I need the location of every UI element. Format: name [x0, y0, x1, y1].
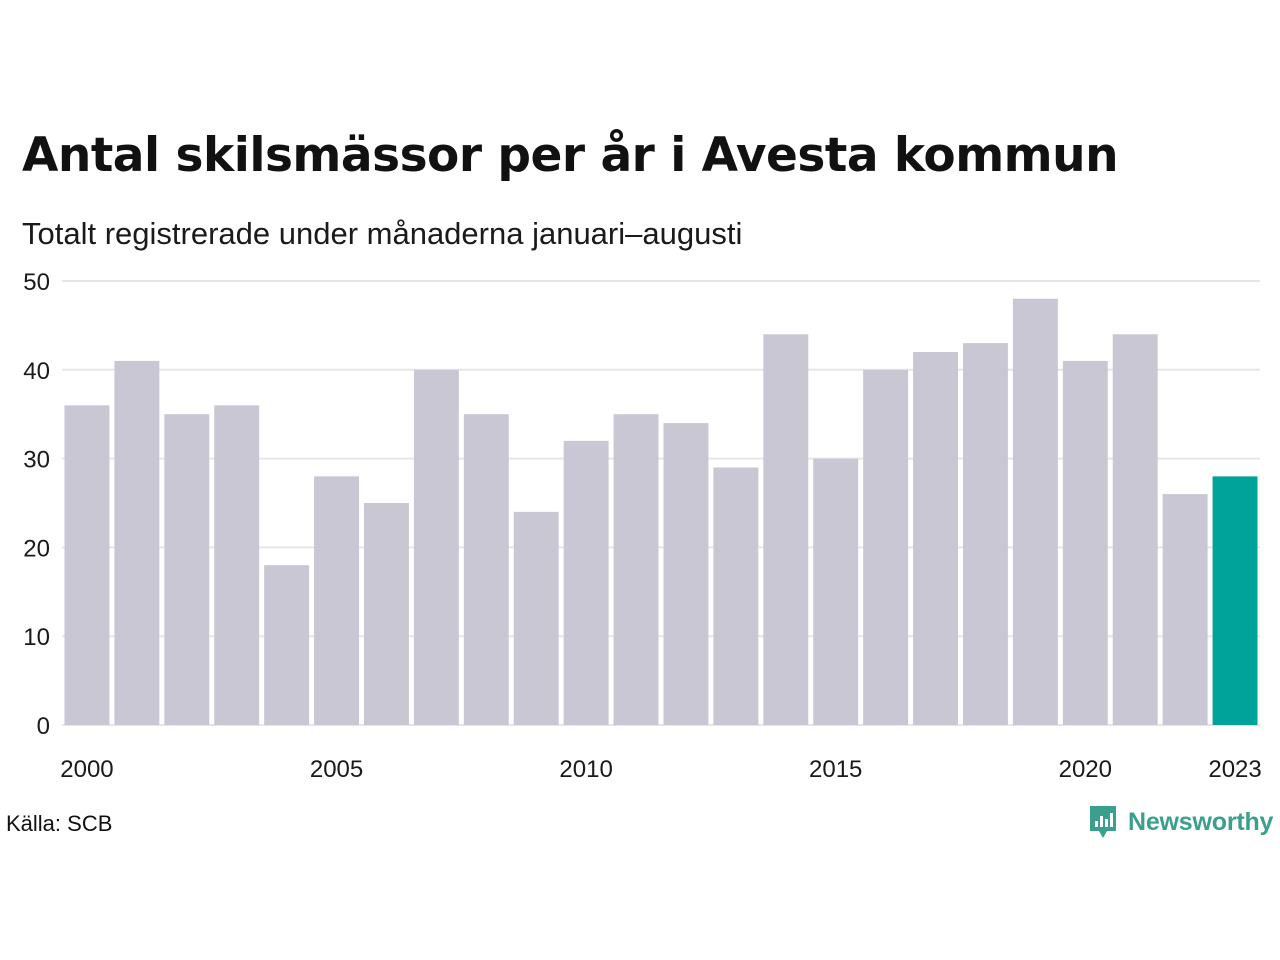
x-tick-label: 2020 [1059, 756, 1112, 783]
x-tick-label: 2023 [1208, 756, 1261, 783]
chart-subtitle: Totalt registrerade under månaderna janu… [22, 216, 743, 251]
bar-2021 [1112, 334, 1158, 725]
bar-2018 [963, 343, 1008, 725]
source-note: Källa: SCB [6, 811, 113, 836]
bar-2013 [713, 467, 759, 725]
bar-2017 [913, 352, 958, 725]
y-tick-label: 50 [23, 269, 50, 296]
x-tick-label: 2000 [60, 756, 113, 783]
brand-name: Newsworthy [1128, 807, 1274, 836]
y-tick-label: 10 [23, 624, 50, 651]
newsworthy-logo-icon [1090, 806, 1116, 838]
bar-2011 [613, 414, 659, 725]
bar-2000 [64, 405, 110, 725]
bar-2004 [264, 565, 310, 725]
y-tick-label: 0 [37, 713, 50, 740]
bar-2010 [563, 440, 609, 725]
bar-2007 [413, 369, 459, 725]
bar-2002 [164, 414, 210, 725]
bar-chart: 0 10 20 30 40 50 2000 2005 2010 2015 2020 2023 [23, 269, 1261, 783]
brand-logo: Newsworthy [1088, 802, 1273, 842]
bar-2022 [1162, 494, 1208, 725]
y-tick-label: 20 [23, 535, 50, 562]
bar-2008 [463, 414, 509, 725]
bar-2016 [863, 369, 909, 725]
bar-2009 [513, 511, 559, 725]
bar-2001 [114, 360, 160, 725]
y-tick-label: 30 [23, 447, 50, 474]
bar-2019 [1012, 298, 1058, 725]
bar-2003 [214, 405, 260, 725]
chart-title: Antal skilsmässor per år i Avesta kommun [22, 128, 1119, 183]
x-tick-label: 2010 [559, 756, 612, 783]
bar-2005 [314, 476, 359, 725]
bar-2014 [763, 334, 809, 725]
y-tick-label: 40 [23, 358, 50, 385]
bar-2012 [663, 423, 709, 725]
bar-2023 [1212, 476, 1258, 725]
bar-2020 [1062, 360, 1108, 725]
x-tick-label: 2005 [310, 756, 363, 783]
bar-2006 [364, 503, 409, 725]
bar-2015 [813, 458, 859, 725]
x-tick-label: 2015 [809, 756, 862, 783]
